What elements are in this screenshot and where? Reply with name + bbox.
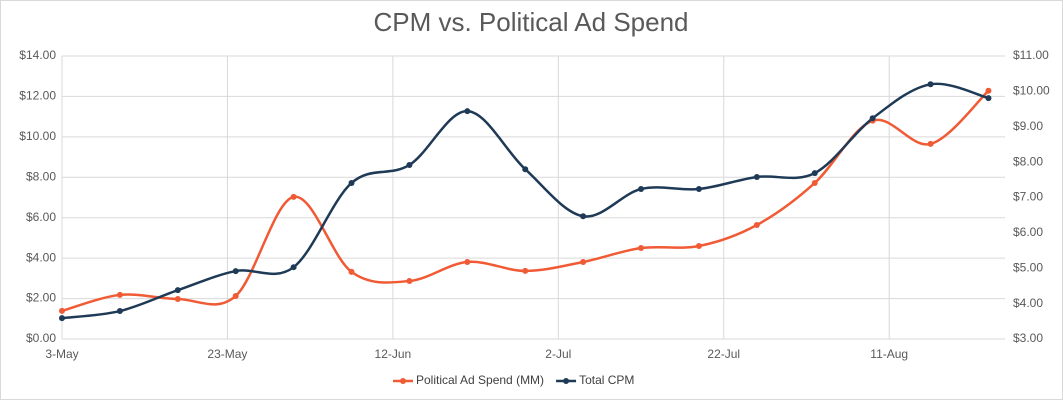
point — [811, 179, 818, 186]
point — [753, 173, 760, 180]
y2-tick-label: $10.00 — [1013, 84, 1050, 98]
y2-tick-label: $4.00 — [1013, 296, 1043, 310]
legend-marker — [400, 378, 406, 384]
y-tick-label: $14.00 — [19, 48, 56, 62]
point — [638, 245, 645, 252]
y-tick-label: $4.00 — [26, 250, 56, 264]
y2-tick-label: $5.00 — [1013, 260, 1043, 274]
y2-tick-label: $7.00 — [1013, 190, 1043, 204]
y-tick-label: $0.00 — [26, 331, 56, 345]
x-tick-label: 2-Jul — [545, 347, 571, 361]
point — [695, 243, 702, 250]
y2-tick-label: $3.00 — [1013, 331, 1043, 345]
y-tick-label: $2.00 — [26, 291, 56, 305]
point — [174, 295, 181, 302]
y2-tick-label: $6.00 — [1013, 225, 1043, 239]
point — [985, 87, 992, 94]
legend-marker — [563, 378, 570, 384]
y2-tick-label: $11.00 — [1013, 48, 1049, 62]
point — [290, 193, 297, 200]
point — [232, 268, 239, 275]
point — [522, 166, 529, 173]
y2-tick-label: $8.00 — [1013, 154, 1043, 168]
point — [174, 287, 181, 294]
point — [348, 268, 355, 275]
y-tick-label: $12.00 — [19, 89, 56, 103]
x-tick-label: 11-Aug — [870, 347, 908, 361]
y-tick-label: $10.00 — [19, 129, 56, 143]
point — [580, 258, 587, 265]
point — [522, 267, 529, 274]
point — [927, 81, 934, 88]
point — [116, 291, 123, 298]
point — [811, 170, 818, 177]
point — [59, 315, 65, 322]
x-tick-label: 3-May — [45, 347, 78, 361]
point — [985, 95, 992, 102]
x-tick-label: 23-May — [207, 347, 247, 361]
y-tick-label: $8.00 — [26, 169, 56, 183]
x-tick-label: 12-Jun — [375, 347, 412, 361]
point — [59, 307, 65, 314]
point — [580, 213, 587, 220]
point — [695, 186, 702, 193]
point — [406, 277, 413, 284]
legend-label: Political Ad Spend (MM) — [416, 373, 544, 387]
y2-tick-label: $9.00 — [1013, 119, 1043, 133]
point — [869, 115, 876, 122]
point — [638, 186, 645, 193]
point — [290, 264, 297, 271]
x-tick-label: 22-Jul — [707, 347, 740, 361]
point — [753, 221, 760, 228]
point — [927, 140, 934, 147]
point — [464, 108, 471, 115]
chart-title: CPM vs. Political Ad Spend — [373, 7, 688, 37]
point — [464, 258, 471, 265]
point — [348, 179, 355, 186]
point — [116, 308, 123, 315]
y-tick-label: $6.00 — [26, 210, 56, 224]
point — [232, 292, 239, 299]
legend-label: Total CPM — [579, 373, 634, 387]
point — [406, 161, 413, 168]
